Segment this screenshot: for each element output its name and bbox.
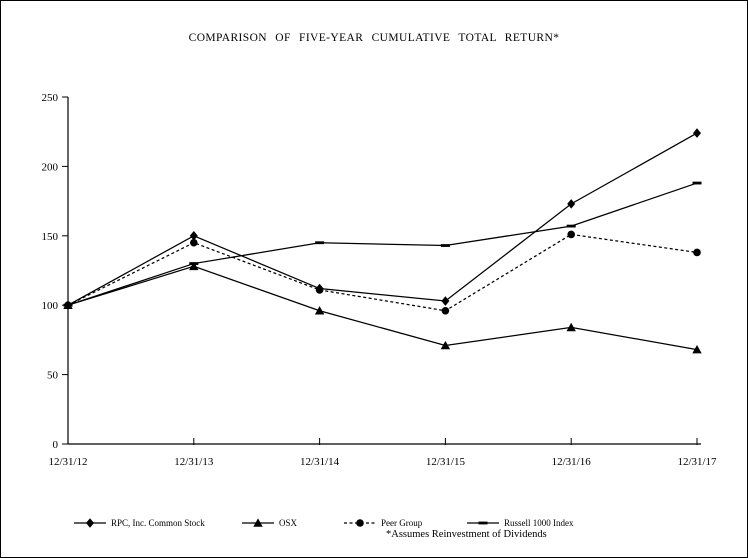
legend-label: Russell 1000 Index bbox=[504, 518, 574, 528]
x-tick-label: 12/31/15 bbox=[426, 456, 466, 468]
legend-item-osx: OSX bbox=[242, 517, 297, 529]
y-tick-label: 100 bbox=[42, 300, 59, 312]
osx-marker bbox=[440, 340, 451, 350]
rpc-inc-common-stock-marker bbox=[64, 300, 72, 310]
rpc-inc-common-stock-marker bbox=[441, 296, 450, 306]
russell-1000-index-marker bbox=[440, 244, 450, 247]
legend-item-rpc-inc-common-stock: RPC, Inc. Common Stock bbox=[74, 517, 205, 529]
y-tick-label: 0 bbox=[53, 439, 59, 451]
x-tick-label: 12/31/17 bbox=[677, 456, 717, 468]
peer-group-marker bbox=[441, 306, 450, 315]
russell-1000-index-marker bbox=[566, 224, 576, 228]
x-tick-label: 12/31/16 bbox=[552, 456, 592, 468]
y-tick-label: 250 bbox=[42, 92, 59, 104]
osx-marker bbox=[314, 306, 325, 315]
rpc-inc-common-stock-marker bbox=[189, 231, 198, 241]
peer-group-legend-marker bbox=[356, 519, 364, 527]
series-peer-group bbox=[64, 230, 701, 315]
series-line-russell-1000-index bbox=[67, 182, 698, 306]
x-tick-label: 12/31/12 bbox=[48, 456, 87, 468]
y-tick-label: 200 bbox=[42, 161, 59, 173]
rpc-inc-common-stock-legend-marker bbox=[86, 518, 94, 528]
peer-group-marker bbox=[190, 238, 198, 247]
rpc-inc-common-stock-marker bbox=[693, 128, 701, 138]
rpc-inc-common-stock-marker bbox=[315, 283, 324, 294]
russell-1000-index-legend-marker bbox=[478, 521, 488, 525]
peer-group-marker bbox=[693, 248, 701, 257]
legend-label: OSX bbox=[279, 518, 298, 528]
y-tick-label: 150 bbox=[42, 231, 59, 243]
circle-marker-icon bbox=[344, 519, 376, 527]
chart-footnote: *Assumes Reinvestment of Dividends bbox=[386, 529, 547, 540]
osx-marker bbox=[566, 322, 576, 332]
osx-legend-marker bbox=[253, 518, 263, 527]
triangle-marker-icon bbox=[242, 518, 274, 527]
series-line-peer-group bbox=[67, 233, 698, 312]
russell-1000-index-marker bbox=[315, 241, 325, 245]
series-line-rpc-inc-common-stock bbox=[67, 132, 698, 306]
chart-title: COMPARISON OF FIVE-YEAR CUMULATIVE TOTAL… bbox=[188, 32, 560, 44]
legend-item-peer-group: Peer Group bbox=[344, 517, 422, 529]
legend-label: RPC, Inc. Common Stock bbox=[111, 518, 205, 528]
osx-marker bbox=[692, 345, 702, 354]
dash-marker-icon bbox=[467, 521, 499, 525]
russell-1000-index-marker bbox=[692, 181, 702, 185]
series-rpc-inc-common-stock bbox=[64, 128, 701, 310]
rpc-inc-common-stock-marker bbox=[567, 199, 576, 209]
x-tick-label: 12/31/13 bbox=[174, 456, 214, 468]
x-tick-label: 12/31/14 bbox=[300, 456, 340, 468]
series-russell-1000-index bbox=[63, 181, 702, 307]
osx-marker bbox=[189, 261, 199, 271]
peer-group-marker bbox=[567, 230, 575, 239]
legend-label: Peer Group bbox=[381, 518, 423, 528]
y-tick-label: 50 bbox=[47, 370, 59, 382]
diamond-marker-icon bbox=[74, 518, 106, 528]
legend-item-russell-1000-index: Russell 1000 Index bbox=[467, 517, 574, 529]
series-line-osx bbox=[67, 265, 698, 351]
